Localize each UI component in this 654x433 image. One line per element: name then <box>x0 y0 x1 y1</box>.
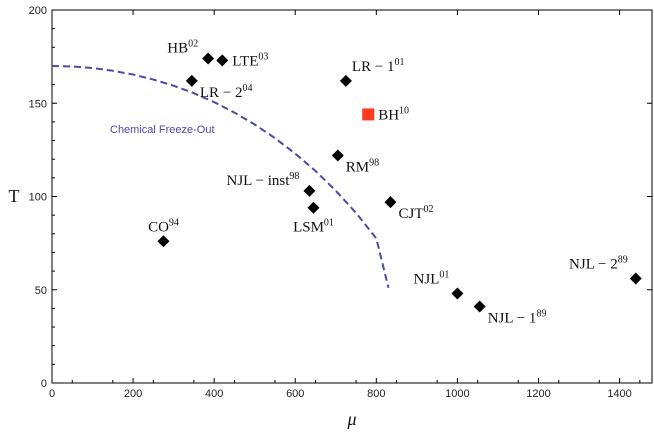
x-tick-label: 400 <box>205 388 223 400</box>
point-label-njl-inst-98: NJL − inst98 <box>227 171 300 189</box>
y-tick-label: 150 <box>29 98 47 110</box>
y-tick-label: 0 <box>41 378 47 390</box>
point-label-rm-98: RM98 <box>346 157 379 175</box>
point-bh-10 <box>362 108 375 121</box>
point-njl-inst-98 <box>303 184 316 197</box>
point-lr-2-04 <box>185 74 198 87</box>
point-njl-2-89 <box>629 272 642 285</box>
point-rm-98 <box>331 149 344 162</box>
point-lsm-01 <box>307 201 320 214</box>
point-label-lte-03: LTE03 <box>232 51 268 69</box>
x-tick-label: 800 <box>367 388 385 400</box>
point-label-bh-10: BH10 <box>378 105 409 123</box>
point-njl-1-89 <box>473 300 486 313</box>
y-tick-label: 100 <box>29 192 47 204</box>
point-label-hb-02: HB02 <box>167 38 198 56</box>
point-lr-1-01 <box>339 74 352 87</box>
point-label-lsm-01: LSM01 <box>293 218 334 236</box>
x-tick-label: 1000 <box>445 388 469 400</box>
freeze-out-curve <box>51 64 390 289</box>
axes: 0 200 400 600 800 1000 1200 1400 0 50 100 150 200 <box>29 5 653 400</box>
points-layer: HB02 LTE03 LR − 204 LR − 101 BH10 RM98 NJL − i… <box>148 38 642 327</box>
x-tick-label: 0 <box>49 388 55 400</box>
x-tick-label: 1200 <box>526 388 550 400</box>
x-tick-label: 600 <box>286 388 304 400</box>
x-axis-title: μ <box>346 409 356 429</box>
point-label-lr-1-01: LR − 101 <box>352 57 405 75</box>
y-tick-label: 200 <box>29 5 47 17</box>
point-hb-02 <box>202 52 215 65</box>
point-njl-01 <box>451 287 464 300</box>
point-label-lr-2-04: LR − 204 <box>200 83 253 101</box>
curve-label: Chemical Freeze-Out <box>110 124 215 136</box>
point-label-njl-01: NJL01 <box>414 269 450 287</box>
point-lte-03 <box>216 54 229 67</box>
freeze-out-curve-layer <box>51 64 390 289</box>
y-axis-title: T <box>9 186 20 206</box>
point-label-co-94: CO94 <box>148 217 179 235</box>
point-cjt-02 <box>384 196 397 209</box>
point-label-cjt-02: CJT02 <box>399 204 434 222</box>
point-label-njl-1-89: NJL − 189 <box>488 309 547 327</box>
x-tick-label: 1400 <box>607 388 631 400</box>
x-tick-label: 200 <box>124 388 142 400</box>
point-label-njl-2-89: NJL − 289 <box>569 255 628 273</box>
y-tick-label: 50 <box>35 285 47 297</box>
point-co-94 <box>157 235 170 248</box>
